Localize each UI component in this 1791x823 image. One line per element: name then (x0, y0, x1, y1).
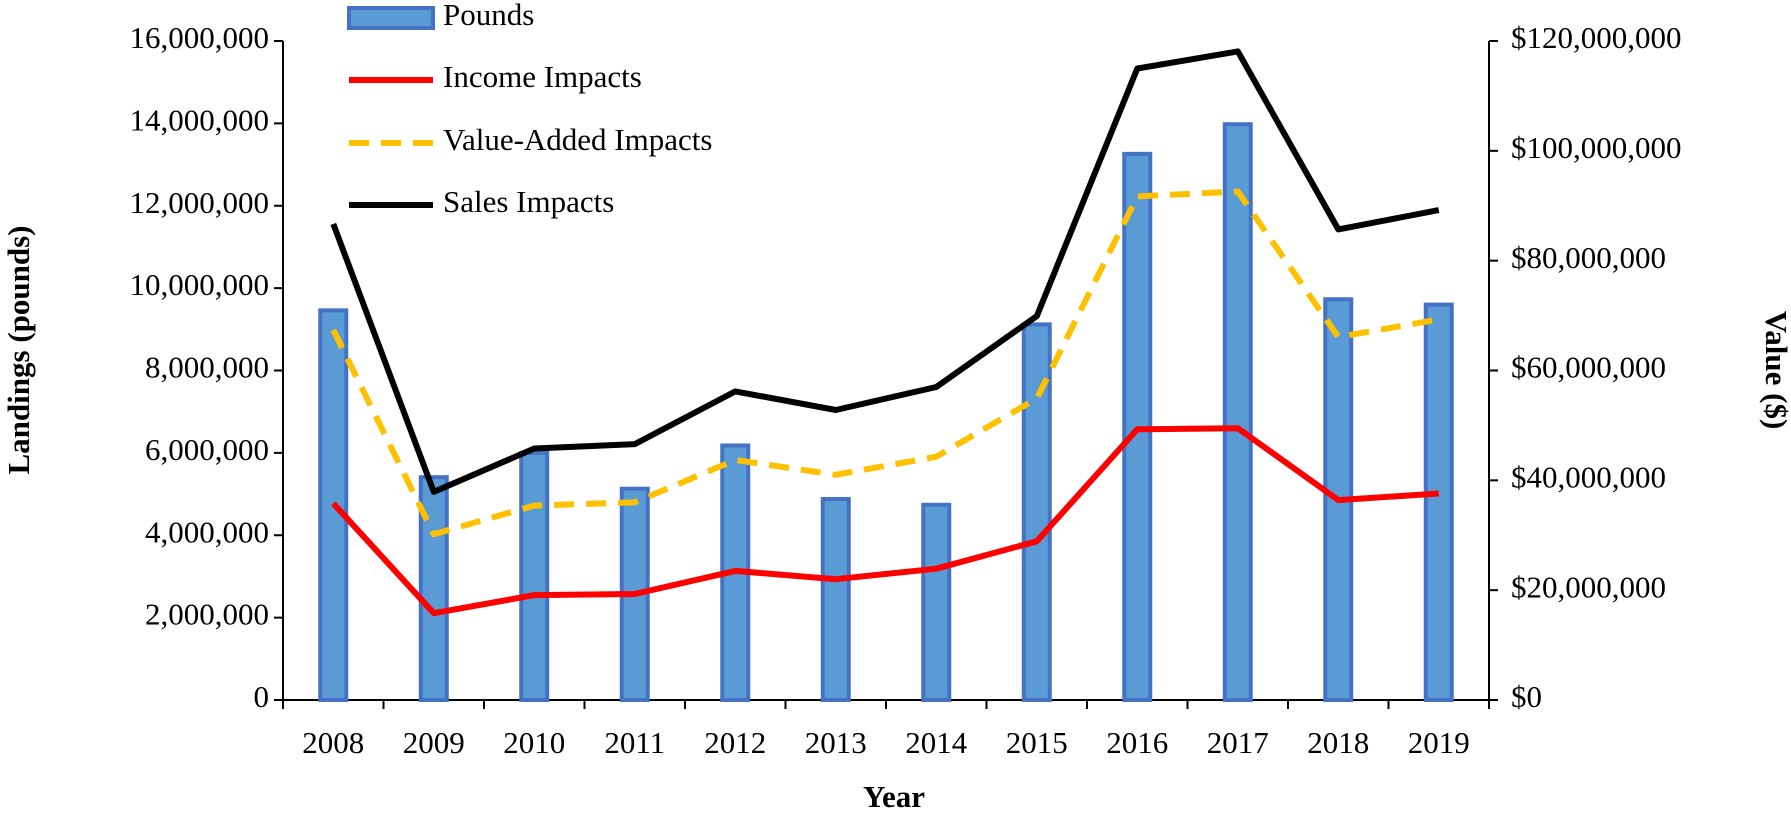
x-tick-label: 2012 (704, 725, 766, 760)
x-tick-label: 2013 (805, 725, 867, 760)
x-tick-label: 2010 (503, 725, 565, 760)
y-tick-label: 0 (254, 679, 270, 714)
y2-tick-label: $60,000,000 (1511, 350, 1666, 385)
bar (921, 502, 952, 702)
y-tick-label: 16,000,000 (130, 20, 270, 55)
x-tick-label: 2009 (403, 725, 465, 760)
legend-label: Income Impacts (443, 59, 642, 94)
y-tick-label: 10,000,000 (130, 267, 270, 302)
bar (519, 450, 550, 702)
y-tick-label: 14,000,000 (130, 102, 270, 137)
y-tick-label: 4,000,000 (145, 514, 269, 549)
y2-axis-title: Value ($) (1759, 311, 1791, 430)
legend-label: Pounds (443, 0, 534, 32)
y-tick-label: 6,000,000 (145, 432, 269, 467)
x-axis-title: Year (863, 779, 925, 814)
bar (1423, 302, 1454, 702)
y-axis-title: Landings (pounds) (1, 226, 36, 475)
legend-label: Sales Impacts (443, 184, 614, 219)
y2-tick-label: $100,000,000 (1511, 130, 1682, 165)
bar (1222, 122, 1253, 703)
y2-tick-label: $80,000,000 (1511, 240, 1666, 275)
bar (820, 497, 851, 702)
y2-tick-label: $40,000,000 (1511, 459, 1666, 494)
x-tick-label: 2014 (905, 725, 968, 760)
x-tick-label: 2008 (302, 725, 364, 760)
y2-tick-label: $120,000,000 (1511, 20, 1682, 55)
legend-swatch (347, 6, 435, 30)
x-tick-label: 2015 (1006, 725, 1068, 760)
y2-tick-label: $0 (1511, 679, 1542, 714)
y-tick-label: 12,000,000 (130, 185, 270, 220)
line-series (331, 425, 1439, 617)
x-tick-label: 2017 (1207, 725, 1269, 760)
x-tick-label: 2016 (1106, 725, 1168, 760)
y-tick-label: 8,000,000 (145, 350, 269, 385)
x-tick-label: 2018 (1307, 725, 1369, 760)
line-series (330, 48, 1440, 495)
line-series (330, 188, 1440, 538)
y-tick-label: 2,000,000 (145, 597, 269, 632)
legend-label: Value-Added Impacts (443, 122, 712, 157)
x-tick-label: 2019 (1408, 725, 1470, 760)
y2-tick-label: $20,000,000 (1511, 569, 1666, 604)
x-tick-label: 2011 (604, 725, 665, 760)
